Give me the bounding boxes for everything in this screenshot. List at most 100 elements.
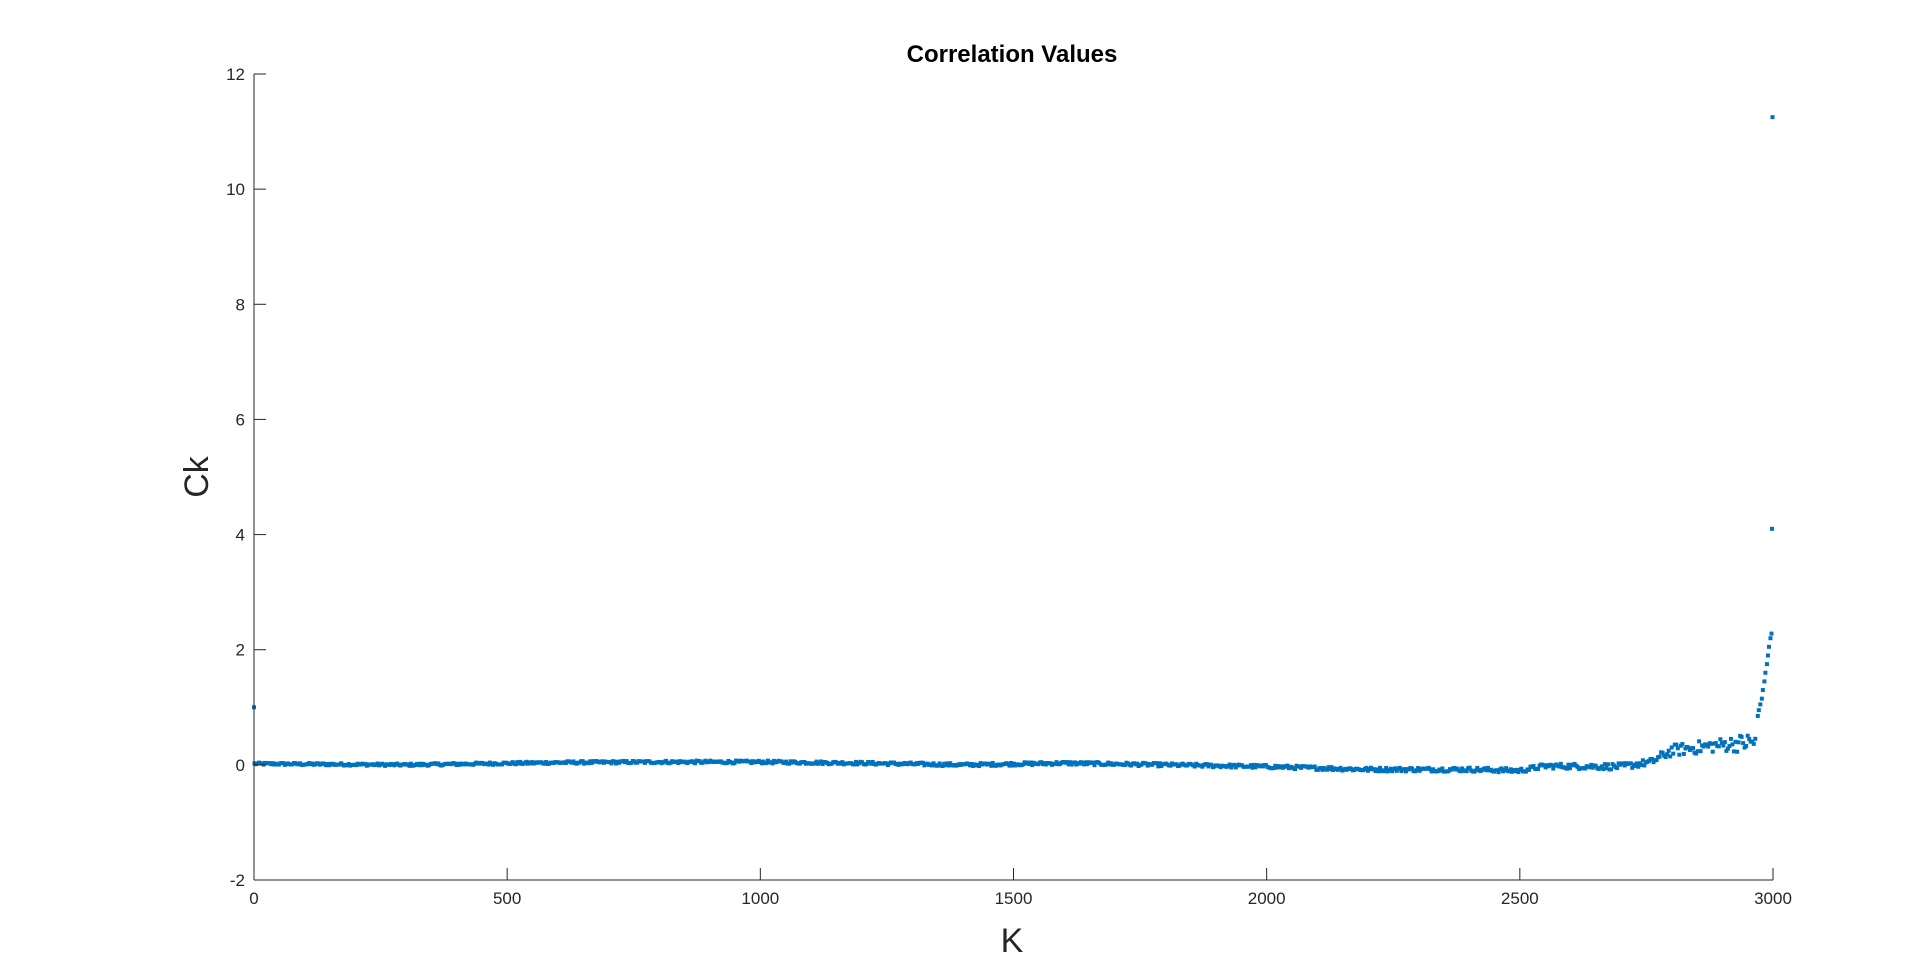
data-point [1157,761,1162,766]
data-point [1605,762,1610,767]
data-point [1739,734,1744,739]
data-point [819,759,824,764]
data-point [1209,762,1214,767]
data-point [1727,744,1732,749]
data-point [513,762,518,767]
data-point [1671,751,1676,756]
data-point [1516,769,1521,774]
data-point [1536,767,1541,772]
data-point [1665,752,1670,757]
data-point [1327,767,1332,772]
x-tick-label: 500 [493,889,521,908]
data-point [1438,768,1443,773]
data-point [1388,766,1393,771]
data-point [937,761,942,766]
data-point [990,760,995,765]
data-point [1681,751,1686,756]
data-point [1713,741,1718,746]
data-point [1674,742,1679,747]
data-point [1728,736,1733,741]
data-point [1732,749,1737,754]
data-point [1409,766,1414,771]
data-point [1378,765,1383,770]
x-tick-label: 0 [249,889,258,908]
data-point [1694,751,1699,756]
data-point [732,761,737,766]
data-point [1416,766,1421,771]
data-point [1769,631,1774,636]
y-tick-label: 6 [236,410,245,429]
data-point [1414,768,1419,773]
data-point [1604,766,1609,771]
data-point [1760,688,1765,693]
data-point [1583,766,1588,771]
data-point [1765,653,1770,658]
data-point [1090,760,1095,765]
data-point [1531,764,1536,769]
data-point [1709,741,1714,746]
data-point [1364,765,1369,770]
x-tick-label: 2500 [1501,889,1539,908]
y-axis-label: Ck [178,455,216,498]
data-point [989,763,994,768]
data-point [1649,756,1654,761]
data-point [977,764,982,769]
data-point [407,763,412,768]
data-point [1485,765,1490,770]
data-point [1722,740,1727,745]
data-point [1549,763,1554,768]
data-point [1718,737,1723,742]
data-point [1590,765,1595,770]
y-tick-label: -2 [230,871,245,890]
data-point [946,763,951,768]
data-point [1523,769,1528,774]
data-point [1504,766,1509,771]
data-point [1762,679,1767,684]
data-point [1567,766,1572,771]
data-point [1690,746,1695,751]
data-point [1467,765,1472,770]
data-point [1390,769,1395,774]
data-point [1660,750,1665,755]
data-point [940,764,945,769]
data-point [1764,662,1769,667]
data-point [1695,749,1700,754]
data-point [1428,767,1433,772]
data-point [1402,767,1407,772]
y-tick-label: 10 [226,180,245,199]
data-point [1730,742,1735,747]
data-point [1744,743,1749,748]
data-point [1768,636,1773,641]
data-point [693,761,698,766]
data-point [787,761,792,766]
data-point [1751,741,1756,746]
data-point [1657,754,1662,759]
data-point [1719,740,1724,745]
data-point [1745,733,1750,738]
data-point [1429,769,1434,774]
data-point [1028,760,1033,765]
data-point [1008,760,1013,765]
data-point [764,761,769,766]
data-point [1669,745,1674,750]
data-point [1072,760,1077,765]
data-point [1640,758,1645,763]
data-point [1329,765,1334,770]
y-tick-label: 12 [226,65,245,84]
data-point [1066,762,1071,767]
data-point [1599,764,1604,769]
data-point [1686,745,1691,750]
data-point [1654,758,1659,763]
data-point [1735,749,1740,754]
data-point [1403,769,1408,774]
data-point [1293,767,1298,772]
data-point [864,762,869,767]
data-point [1593,763,1598,768]
data-point [1680,741,1685,746]
data-point [814,759,819,764]
data-point [580,759,585,764]
data-point [1384,765,1389,770]
y-tick-label: 8 [236,295,245,314]
